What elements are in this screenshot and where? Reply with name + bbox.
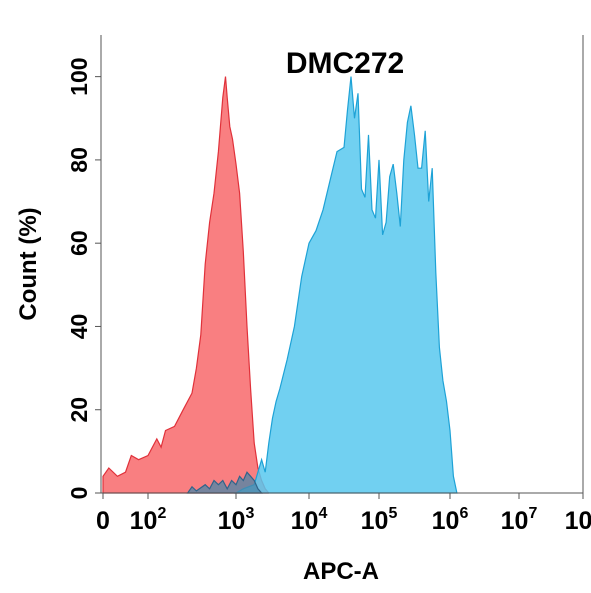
x-axis-label: APC-A: [303, 558, 379, 585]
y-tick-label: 40: [66, 314, 92, 340]
x-tick-label: 0: [96, 507, 110, 535]
x-tick-label: 108: [565, 505, 591, 535]
x-tick-label: 106: [432, 505, 469, 535]
y-tick-label: 0: [66, 487, 92, 500]
series-3-histogram: [186, 471, 263, 494]
x-tick-label: 103: [218, 505, 255, 535]
x-tick-label: 104: [291, 505, 328, 535]
x-tick-label: 102: [130, 505, 167, 535]
axes-layer: 0 20 40 60 80 100 0 102 103 104 105 106 107 108: [66, 35, 591, 535]
y-tick-label: 80: [66, 147, 92, 173]
axis-frame: [100, 35, 584, 494]
y-tick-label: 60: [66, 230, 92, 256]
series-1-histogram: [102, 76, 270, 494]
x-tick-label: 107: [501, 505, 538, 535]
series-2-histogram: [233, 76, 458, 494]
y-axis-label: Count (%): [15, 207, 42, 320]
y-tick-label: 20: [66, 397, 92, 423]
series-layer: [102, 76, 458, 494]
y-tick-label: 100: [66, 57, 92, 95]
chart-title: DMC272: [286, 47, 404, 80]
x-tick-label: 105: [361, 505, 398, 535]
